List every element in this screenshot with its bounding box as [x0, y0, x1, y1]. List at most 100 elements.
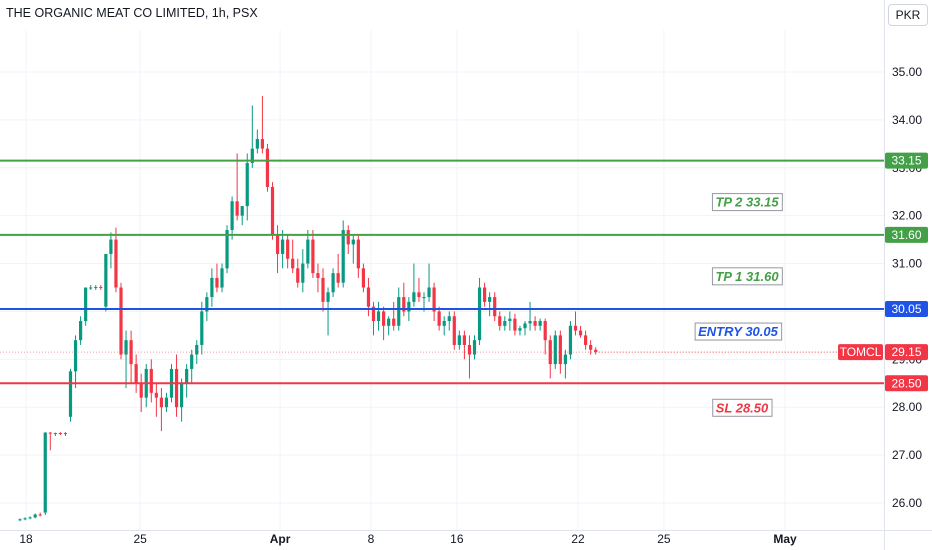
candle-body	[417, 292, 421, 298]
candle-body	[392, 318, 396, 326]
level-price-tag	[885, 226, 928, 243]
candle-body	[174, 368, 179, 408]
candle-body	[452, 316, 456, 345]
candle-body	[437, 311, 441, 326]
x-tick-label: 25	[134, 532, 148, 546]
candle-body	[301, 263, 305, 283]
candle-body	[109, 239, 113, 254]
candle-body	[376, 311, 381, 322]
y-tick-label: 32.00	[892, 209, 922, 223]
candle-body	[48, 432, 52, 434]
candle-body	[73, 340, 78, 372]
candle-body	[568, 325, 573, 355]
candle-body	[316, 273, 320, 278]
candle-body	[432, 287, 436, 312]
candle-body	[589, 344, 593, 350]
candle-body	[195, 344, 199, 355]
candle-body	[311, 239, 315, 274]
candle-body	[270, 186, 275, 235]
candle-body	[89, 287, 93, 289]
candle-body	[180, 383, 184, 408]
currency-button[interactable]: PKR	[888, 4, 928, 26]
candle-body	[43, 432, 47, 513]
candle-body	[331, 273, 335, 293]
candle-body	[351, 239, 355, 245]
candle-body	[154, 392, 158, 398]
candle-body	[185, 368, 189, 384]
candle-body	[513, 318, 517, 331]
candle-body	[447, 316, 451, 322]
candle-body	[523, 323, 527, 329]
level-label-text: SL 28.50	[716, 400, 769, 415]
candle-body	[200, 311, 204, 345]
candle-body	[503, 321, 507, 326]
level-label-text: ENTRY 30.05	[698, 324, 779, 339]
candle-body	[594, 349, 598, 353]
last-price-tag	[885, 344, 928, 361]
candle-body	[472, 340, 477, 355]
candle-body	[341, 230, 345, 283]
candle-body	[220, 268, 224, 288]
candle-body	[255, 139, 259, 149]
candle-body	[104, 253, 108, 307]
y-tick-label: 34.00	[892, 113, 922, 127]
candle-body	[422, 297, 426, 299]
candle-body	[58, 433, 62, 435]
level-price-tag-text: 31.60	[891, 228, 921, 242]
x-tick-label: 22	[571, 532, 585, 546]
level-price-tag	[885, 152, 928, 169]
candle-body	[573, 325, 578, 331]
x-tick-label: 16	[450, 532, 464, 546]
candle-body	[124, 340, 128, 355]
level-price-tag-text: 33.15	[891, 154, 921, 168]
candle-body	[483, 287, 487, 302]
candle-body	[518, 328, 522, 331]
candle-body	[225, 230, 229, 269]
candle-body	[149, 368, 153, 393]
candle-body	[508, 318, 512, 322]
candle-body	[366, 287, 371, 307]
candle-body	[538, 321, 542, 326]
candle-body	[493, 297, 497, 317]
symbol-tag-text: TOMCL	[840, 345, 882, 359]
candle-body	[296, 268, 300, 283]
candle-body	[462, 335, 466, 345]
candle-body	[215, 277, 219, 288]
x-tick-label: 18	[19, 532, 33, 546]
candle-body	[134, 364, 138, 384]
candle-body	[245, 162, 249, 207]
candle-body	[260, 139, 264, 149]
candle-body	[558, 335, 562, 365]
candle-body	[190, 354, 194, 369]
candle-body	[281, 239, 285, 254]
y-tick-label: 35.00	[892, 65, 922, 79]
last-price-tag-text: 29.15	[891, 345, 921, 359]
candle-body	[164, 397, 169, 408]
candle-body	[114, 239, 118, 288]
candle-body	[427, 287, 431, 298]
candle-body	[356, 239, 360, 269]
candle-body	[563, 354, 567, 365]
level-label-box	[711, 267, 783, 286]
candle-body	[361, 268, 365, 288]
candle-body	[326, 292, 330, 302]
y-tick-label: 28.00	[892, 400, 922, 414]
x-tick-label: 25	[657, 532, 671, 546]
candle-body	[33, 514, 37, 518]
candle-body	[467, 344, 472, 355]
candle-body	[99, 287, 103, 289]
candle-body	[306, 239, 310, 264]
candle-body	[159, 397, 163, 408]
candle-body	[442, 321, 446, 326]
candle-body	[230, 201, 234, 231]
candle-body	[407, 301, 411, 312]
candle-body	[53, 433, 57, 435]
candle-body	[139, 383, 143, 398]
candle-body	[543, 321, 547, 341]
x-tick-label: Apr	[270, 532, 291, 546]
candle-body	[84, 287, 88, 322]
chart-title: THE ORGANIC MEAT CO LIMITED, 1h, PSX	[6, 6, 258, 20]
candle-body	[235, 201, 239, 216]
candle-body	[548, 340, 552, 365]
